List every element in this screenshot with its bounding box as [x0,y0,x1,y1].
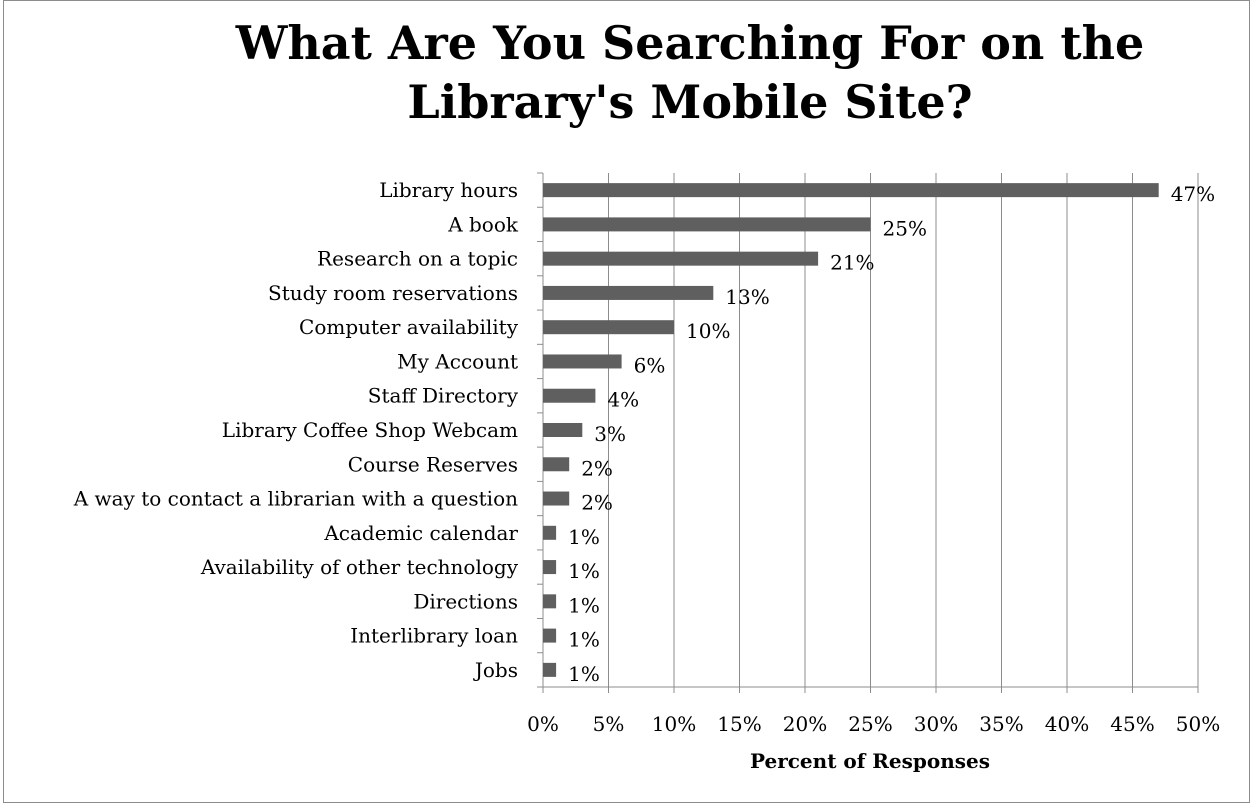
chart-frame [3,0,1250,803]
data-label: 13% [725,285,769,309]
bars [543,183,1159,677]
category-label: Course Reserves [348,452,518,476]
x-tick-label: 5% [593,712,625,736]
data-label: 2% [581,456,613,480]
category-label: Library hours [379,178,518,202]
x-tick-label: 10% [652,712,696,736]
bar [543,354,622,369]
category-label: Library Coffee Shop Webcam [222,418,518,442]
bar [543,251,819,266]
bar [543,285,714,300]
data-label: 21% [830,251,874,275]
data-label: 1% [568,628,600,652]
bar [543,491,570,506]
data-label: 2% [581,491,613,515]
x-tick-label: 25% [848,712,892,736]
category-label: Computer availability [299,315,519,339]
category-label: Research on a topic [317,247,518,271]
category-label: Interlibrary loan [350,624,518,648]
x-tick-label: 20% [783,712,827,736]
data-label: 25% [883,216,927,240]
x-tick-label: 15% [717,712,761,736]
bar [543,662,557,677]
bar [543,320,674,335]
category-label: Availability of other technology [200,555,519,579]
category-label: Staff Directory [368,384,519,408]
chart-title: What Are You Searching For on the Librar… [235,16,1145,129]
x-tick-label: 0% [527,712,559,736]
data-label: 6% [634,353,666,377]
x-tick-label: 40% [1045,712,1089,736]
labels: 0% 5% 10% 15% 20% 25% 30% 35% 40% 45% 50% Library h… [73,178,1221,736]
category-label: Study room reservations [268,281,518,305]
bar [543,457,570,472]
bar [543,628,557,643]
bar [543,388,596,403]
gridlines [608,173,1199,687]
bar [543,525,557,540]
data-label: 4% [607,388,639,412]
x-tick-label: 30% [914,712,958,736]
x-tick-label: 35% [979,712,1023,736]
data-label: 47% [1171,182,1215,206]
bar [543,560,557,575]
category-label: Jobs [473,658,518,682]
category-label: My Account [397,349,518,373]
data-label: 10% [686,319,730,343]
data-label: 1% [568,559,600,583]
bar [543,594,557,609]
category-label: A way to contact a librarian with a ques… [73,487,518,511]
data-label: 1% [568,525,600,549]
category-label: Directions [413,589,518,613]
x-tick-label: 45% [1110,712,1154,736]
data-label: 1% [568,593,600,617]
x-axis-title: Percent of Responses [750,749,990,773]
data-label: 1% [568,662,600,686]
bar [543,183,1159,198]
x-tick-label: 50% [1176,712,1220,736]
data-label: 3% [594,422,626,446]
bar [543,217,871,232]
bar [543,423,583,437]
category-label: Academic calendar [323,521,518,545]
category-label: A book [447,212,519,236]
